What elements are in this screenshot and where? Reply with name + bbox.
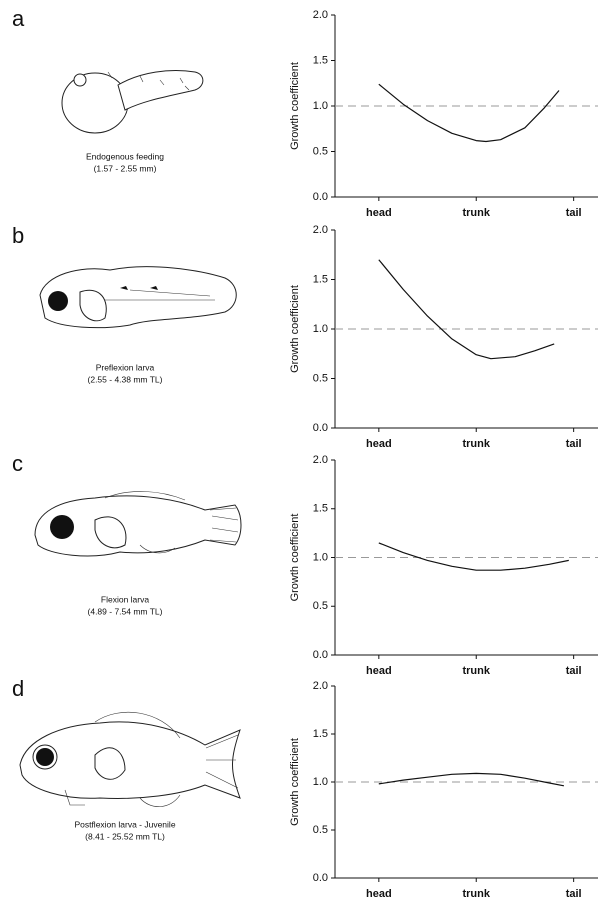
- illustration-caption: (1.57 - 2.55 mm): [94, 163, 157, 173]
- y-tick-label: 0.0: [313, 872, 328, 884]
- y-tick-label: 2.0: [313, 224, 328, 236]
- growth-curve: [378, 772, 565, 787]
- y-tick-label: 1.0: [313, 100, 328, 112]
- x-tick-label: tail: [566, 438, 582, 450]
- x-tick-label: tail: [566, 207, 582, 219]
- illustration-caption: Flexion larva: [101, 594, 149, 604]
- y-tick-label: 0.0: [313, 422, 328, 434]
- y-tick-label: 0.5: [313, 372, 328, 384]
- x-tick-label: tail: [566, 665, 582, 677]
- illustration-caption: (8.41 - 25.52 mm TL): [85, 831, 165, 841]
- illustration-caption: (4.89 - 7.54 mm TL): [88, 606, 163, 616]
- y-axis-label: Growth coefficient: [289, 285, 301, 373]
- x-tick-label: head: [366, 207, 392, 219]
- x-tick-label: trunk: [462, 438, 490, 450]
- x-tick-label: trunk: [462, 665, 490, 677]
- x-tick-label: trunk: [462, 888, 490, 898]
- larva-illustration: [19, 711, 241, 807]
- x-tick-label: head: [366, 665, 392, 677]
- y-tick-label: 1.5: [313, 728, 328, 740]
- y-tick-label: 1.0: [313, 323, 328, 335]
- y-tick-label: 1.5: [313, 503, 328, 515]
- y-tick-label: 0.0: [313, 191, 328, 203]
- panel-letter: d: [12, 676, 24, 701]
- larva-illustration: [61, 70, 204, 134]
- growth-curve: [378, 542, 569, 571]
- x-tick-label: head: [366, 888, 392, 898]
- y-axis-label: Growth coefficient: [289, 738, 301, 826]
- illustration-caption: (2.55 - 4.38 mm TL): [88, 374, 163, 384]
- y-tick-label: 2.0: [313, 9, 328, 21]
- panel-letter: b: [12, 223, 24, 248]
- y-tick-label: 1.0: [313, 551, 328, 563]
- illustration-caption: Postflexion larva - Juvenile: [74, 819, 175, 829]
- x-tick-label: trunk: [462, 207, 490, 219]
- y-tick-label: 1.5: [313, 273, 328, 285]
- growth-curve: [378, 259, 555, 360]
- y-tick-label: 0.5: [313, 600, 328, 612]
- y-tick-label: 0.5: [313, 145, 328, 157]
- y-tick-label: 2.0: [313, 680, 328, 692]
- y-tick-label: 0.5: [313, 824, 328, 836]
- larva-illustration: [34, 491, 242, 557]
- growth-curve: [378, 83, 560, 143]
- y-tick-label: 1.5: [313, 54, 328, 66]
- larva-illustration: [39, 266, 237, 329]
- y-tick-label: 0.0: [313, 649, 328, 661]
- y-axis-label: Growth coefficient: [289, 514, 301, 602]
- y-axis-label: Growth coefficient: [289, 62, 301, 150]
- panel-letter: c: [12, 451, 23, 476]
- panel-letter: a: [12, 6, 25, 31]
- illustration-caption: Endogenous feeding: [86, 151, 164, 161]
- illustration-caption: Preflexion larva: [96, 362, 155, 372]
- y-tick-label: 1.0: [313, 776, 328, 788]
- y-tick-label: 2.0: [313, 454, 328, 466]
- x-tick-label: tail: [566, 888, 582, 898]
- x-tick-label: head: [366, 438, 392, 450]
